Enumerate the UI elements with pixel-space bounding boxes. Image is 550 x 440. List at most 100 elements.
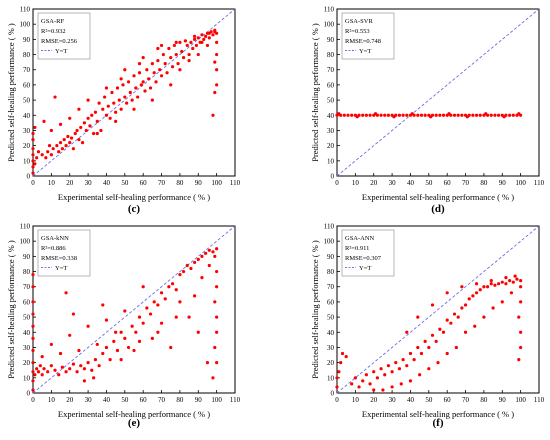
data-point: [75, 370, 79, 374]
data-point: [156, 330, 160, 334]
chart-panel-e: 00 10 10 20 20 30 30 40 40 50 50 60 60 70 70 80 80 90 90 10…: [6, 223, 241, 430]
data-point: [114, 119, 118, 123]
data-point: [178, 300, 182, 304]
data-point: [497, 113, 501, 117]
data-point: [156, 59, 160, 63]
data-point: [375, 376, 379, 380]
data-point: [372, 370, 376, 374]
data-point: [126, 80, 131, 84]
data-point: [86, 116, 90, 120]
data-point: [412, 358, 416, 362]
data-point: [152, 71, 156, 75]
data-point: [110, 90, 114, 95]
data-point: [463, 330, 468, 334]
data-point: [519, 330, 523, 334]
data-point: [187, 52, 191, 57]
y-tick-label: 0: [331, 173, 335, 181]
data-point: [350, 382, 354, 386]
y-tick-label: 90: [327, 253, 335, 261]
data-point: [405, 364, 409, 368]
data-point: [200, 254, 204, 258]
data-point: [82, 121, 87, 125]
data-point: [372, 388, 376, 392]
x-tick-label: 90: [195, 179, 203, 187]
data-point: [386, 364, 391, 368]
x-tick-label: 70: [158, 179, 166, 187]
data-point: [57, 150, 61, 154]
data-point: [211, 113, 215, 117]
data-point: [344, 354, 348, 359]
panel-label: (d): [431, 203, 445, 215]
y-tick-label: 40: [23, 329, 31, 337]
data-point: [132, 74, 136, 78]
data-point: [478, 288, 482, 292]
data-point: [485, 285, 490, 289]
data-point: [482, 315, 486, 319]
data-point: [174, 288, 178, 292]
x-tick-label: 40: [103, 179, 111, 187]
data-point: [445, 351, 449, 356]
data-point: [108, 358, 112, 362]
data-point: [460, 113, 464, 117]
data-point: [161, 52, 165, 57]
data-point: [121, 83, 125, 87]
x-tick-label: 110: [534, 396, 545, 404]
data-point: [383, 113, 387, 117]
data-point: [31, 312, 35, 316]
y-tick-label: 60: [327, 298, 335, 306]
data-point: [181, 269, 186, 274]
x-tick-label: 30: [389, 396, 397, 404]
data-point: [205, 361, 210, 365]
y-tick-label: 100: [20, 21, 31, 29]
data-point: [517, 358, 521, 362]
data-point: [183, 39, 188, 43]
data-point: [215, 361, 219, 365]
data-point: [79, 364, 83, 368]
data-point: [132, 107, 136, 111]
data-point: [350, 113, 354, 117]
data-point: [159, 74, 164, 78]
data-point: [130, 324, 134, 328]
data-point: [357, 385, 361, 389]
legend-box: [37, 12, 91, 60]
data-point: [57, 373, 61, 377]
data-point: [419, 351, 424, 356]
data-point: [430, 333, 435, 337]
data-point: [519, 345, 523, 350]
data-point: [193, 294, 197, 298]
data-point: [150, 336, 154, 340]
x-tick-label: 10: [48, 396, 56, 404]
data-point: [82, 379, 87, 383]
data-point: [213, 90, 217, 95]
data-point: [80, 141, 85, 145]
data-point: [441, 330, 446, 334]
data-point: [364, 113, 368, 117]
data-point: [31, 153, 35, 157]
data-point: [101, 303, 105, 307]
reference-line-y-equals-t: [336, 8, 540, 177]
data-point: [33, 373, 37, 377]
legend-label: R²=0.553: [345, 28, 370, 35]
data-point: [215, 285, 219, 289]
data-point: [77, 137, 81, 142]
data-point: [213, 60, 217, 64]
legend-box: [341, 229, 395, 277]
x-tick-label: 30: [85, 179, 93, 187]
data-point: [33, 125, 37, 130]
data-point: [156, 303, 160, 307]
data-point: [215, 31, 219, 35]
data-point: [342, 113, 346, 117]
data-point: [159, 43, 164, 48]
data-point: [55, 144, 59, 148]
data-point: [408, 379, 413, 383]
x-tick-label: 50: [425, 396, 433, 404]
x-tick-label: 10: [352, 396, 360, 404]
data-point: [33, 162, 37, 166]
x-tick-label: 100: [515, 396, 526, 404]
x-tick-label: 110: [534, 179, 545, 187]
legend-label: RMSE=0.338: [41, 255, 77, 262]
data-point: [519, 285, 523, 289]
data-point: [86, 361, 90, 365]
y-tick-label: 40: [327, 329, 335, 337]
plot-frame: [32, 8, 236, 177]
